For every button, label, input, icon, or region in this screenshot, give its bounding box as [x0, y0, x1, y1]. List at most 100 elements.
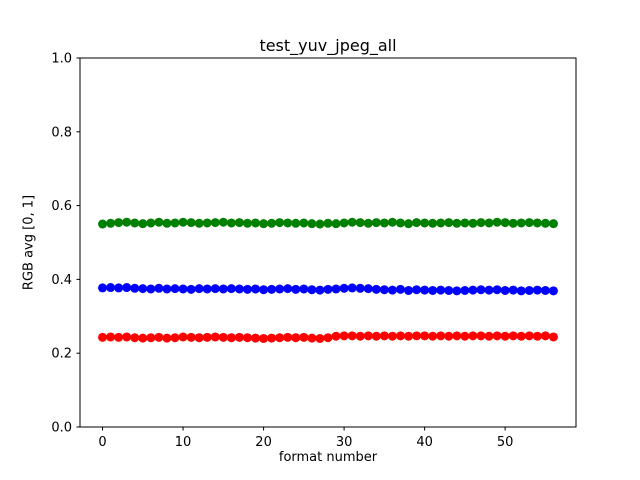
series-red-channel — [98, 331, 558, 343]
series-blue-channel — [98, 283, 558, 296]
data-point-blue-channel — [412, 285, 422, 295]
data-point-green-channel — [275, 218, 285, 228]
data-point-blue-channel — [138, 284, 148, 294]
data-point-blue-channel — [146, 284, 156, 294]
data-point-red-channel — [339, 331, 349, 341]
data-point-green-channel — [234, 218, 244, 228]
x-tick-label: 30 — [336, 435, 353, 450]
data-point-green-channel — [186, 218, 196, 228]
data-point-green-channel — [283, 218, 293, 228]
data-point-red-channel — [516, 331, 526, 341]
data-point-red-channel — [371, 331, 381, 341]
y-tick-label: 0.6 — [51, 199, 72, 214]
data-point-red-channel — [218, 332, 228, 342]
data-point-green-channel — [291, 218, 301, 228]
data-point-green-channel — [436, 218, 446, 228]
data-point-red-channel — [146, 333, 156, 343]
data-point-red-channel — [251, 333, 261, 343]
data-point-green-channel — [242, 218, 252, 228]
data-point-green-channel — [476, 218, 486, 228]
data-point-blue-channel — [395, 284, 405, 294]
data-point-red-channel — [524, 331, 534, 341]
data-point-green-channel — [323, 218, 333, 228]
data-point-green-channel — [371, 218, 381, 228]
data-point-blue-channel — [371, 284, 381, 294]
data-point-blue-channel — [436, 285, 446, 295]
x-tick-label: 40 — [416, 435, 433, 450]
data-point-green-channel — [307, 219, 317, 229]
data-point-red-channel — [186, 332, 196, 342]
data-point-green-channel — [532, 218, 542, 228]
data-point-red-channel — [307, 333, 317, 343]
data-point-blue-channel — [291, 284, 301, 294]
data-point-green-channel — [395, 218, 405, 228]
data-point-red-channel — [162, 333, 172, 343]
data-point-red-channel — [420, 331, 430, 341]
y-tick-label: 1.0 — [51, 52, 72, 67]
data-point-blue-channel — [178, 284, 188, 294]
data-point-green-channel — [194, 218, 204, 228]
data-point-blue-channel — [452, 286, 462, 296]
data-point-blue-channel — [524, 285, 534, 295]
data-point-blue-channel — [275, 284, 285, 294]
data-point-green-channel — [363, 218, 373, 228]
data-point-green-channel — [484, 218, 494, 228]
data-point-green-channel — [428, 218, 438, 228]
y-tick-label: 0.8 — [51, 125, 72, 140]
data-point-blue-channel — [500, 285, 510, 295]
data-point-blue-channel — [122, 283, 132, 293]
data-point-blue-channel — [259, 285, 269, 295]
data-point-red-channel — [468, 331, 478, 341]
data-point-red-channel — [379, 331, 389, 341]
data-point-blue-channel — [379, 285, 389, 295]
data-point-red-channel — [404, 331, 414, 341]
data-point-green-channel — [548, 219, 558, 229]
data-point-blue-channel — [516, 286, 526, 296]
data-point-blue-channel — [540, 285, 550, 295]
data-point-red-channel — [492, 331, 502, 341]
data-point-red-channel — [540, 331, 550, 341]
data-point-green-channel — [218, 217, 228, 227]
data-point-green-channel — [420, 218, 430, 228]
data-point-green-channel — [162, 218, 172, 228]
data-point-green-channel — [122, 217, 132, 227]
data-point-red-channel — [436, 331, 446, 341]
data-point-red-channel — [548, 332, 558, 342]
data-point-green-channel — [170, 218, 180, 228]
data-point-green-channel — [98, 219, 108, 229]
data-point-red-channel — [291, 333, 301, 343]
data-point-blue-channel — [162, 284, 172, 294]
data-point-blue-channel — [186, 284, 196, 294]
data-point-blue-channel — [130, 283, 140, 293]
data-point-red-channel — [106, 332, 116, 342]
data-point-green-channel — [500, 218, 510, 228]
data-point-green-channel — [154, 217, 164, 227]
data-point-blue-channel — [315, 285, 325, 295]
data-point-blue-channel — [468, 285, 478, 295]
data-point-red-channel — [226, 333, 236, 343]
data-point-green-channel — [540, 218, 550, 228]
data-point-blue-channel — [226, 284, 236, 294]
data-point-red-channel — [267, 333, 277, 343]
data-point-blue-channel — [387, 285, 397, 295]
data-point-red-channel — [460, 331, 470, 341]
data-point-blue-channel — [242, 284, 252, 294]
data-point-blue-channel — [484, 285, 494, 295]
data-point-blue-channel — [363, 284, 373, 294]
data-point-red-channel — [122, 332, 132, 342]
data-point-blue-channel — [194, 284, 204, 294]
x-tick-label: 10 — [175, 435, 192, 450]
data-point-blue-channel — [323, 284, 333, 294]
data-point-blue-channel — [532, 285, 542, 295]
data-point-blue-channel — [420, 285, 430, 295]
data-point-green-channel — [138, 219, 148, 229]
data-point-red-channel — [170, 333, 180, 343]
data-point-red-channel — [331, 331, 341, 341]
data-point-red-channel — [283, 332, 293, 342]
data-point-red-channel — [355, 331, 365, 341]
x-tick-label: 0 — [98, 435, 106, 450]
data-point-blue-channel — [114, 283, 124, 293]
data-point-red-channel — [395, 331, 405, 341]
data-point-green-channel — [404, 219, 414, 229]
data-point-blue-channel — [202, 284, 212, 294]
